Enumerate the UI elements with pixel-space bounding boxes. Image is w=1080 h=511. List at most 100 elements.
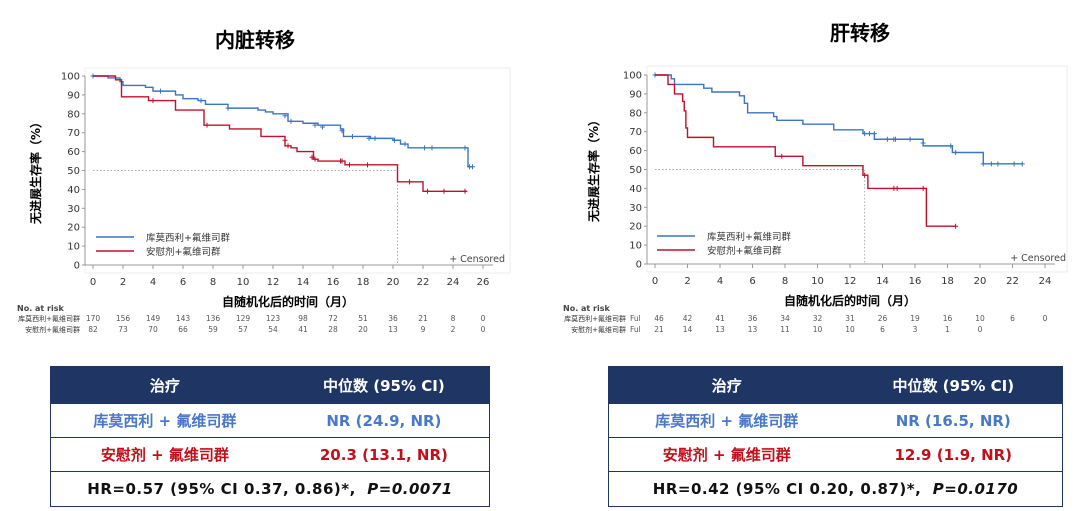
median-placebo: 12.9 (1.9, NR) <box>894 445 1013 464</box>
censor-mark <box>894 185 900 191</box>
x-axis-label: 自随机化后的时间（月） <box>784 293 916 308</box>
x-tick-label: 6 <box>749 276 755 287</box>
at-risk-count: 3 <box>913 325 918 334</box>
at-risk-count: 10 <box>845 325 855 334</box>
censor-mark <box>871 131 877 137</box>
at-risk-header: No. at risk <box>17 304 64 313</box>
median-reference-line <box>93 170 398 265</box>
at-risk-count: 170 <box>86 314 101 323</box>
summary-table-visceral: 治疗 中位数 (95% CI) 库莫西利 + 氟维司群 NR (24.9, NR) … <box>50 366 490 507</box>
header-treatment: 治疗 <box>711 376 742 395</box>
censor-mark <box>402 141 408 147</box>
censor-mark <box>339 128 345 134</box>
censor-mark <box>422 145 427 151</box>
km-curve-cdk <box>655 74 1023 165</box>
x-tick-label: 22 <box>1006 276 1019 287</box>
at-risk-count: 8 <box>451 314 456 323</box>
censor-mark <box>339 158 345 164</box>
at-risk-count: 9 <box>421 325 426 334</box>
y-tick-label: 60 <box>67 147 80 158</box>
censor-mark <box>312 122 318 128</box>
x-tick-label: 4 <box>717 276 723 287</box>
censor-mark <box>288 118 294 124</box>
y-tick-label: 0 <box>636 260 642 271</box>
censor-mark <box>407 179 412 185</box>
x-tick-label: 20 <box>387 277 400 288</box>
chart-title: 内脏转移 <box>215 28 295 52</box>
hazard-ratio: HR=0.42 (95% CI 0.20, 0.87)*, <box>652 480 922 498</box>
x-tick-label: 18 <box>357 277 370 288</box>
y-tick-label: 70 <box>629 127 642 138</box>
censor-mark <box>366 135 372 141</box>
censor-mark <box>425 188 430 194</box>
censor-mark <box>953 223 959 229</box>
treatment-cdk: 库莫西利 + 氟维司群 <box>93 412 237 430</box>
km-curve-placebo <box>93 75 467 192</box>
censor-mark <box>893 136 898 142</box>
x-tick-label: 6 <box>180 277 186 288</box>
y-tick-label: 50 <box>67 166 80 177</box>
header-median: 中位数 (95% CI) <box>892 376 1015 395</box>
at-risk-count: 143 <box>176 314 191 323</box>
y-tick-label: 70 <box>67 128 80 139</box>
at-risk-count: 129 <box>236 314 251 323</box>
at-risk-count: 13 <box>715 325 725 334</box>
risk-row-prefix: Ful <box>630 325 641 334</box>
at-risk-count: 10 <box>975 314 985 323</box>
censor-mark <box>779 153 785 159</box>
censor-mark <box>980 161 986 167</box>
censor-mark <box>282 113 288 119</box>
censor-mark <box>282 137 288 143</box>
censor-mark <box>158 88 163 94</box>
legend-label: 安慰剂+氟维司群 <box>146 246 221 258</box>
censor-mark <box>988 161 994 167</box>
median-placebo: 20.3 (13.1, NR) <box>319 445 448 464</box>
censor-mark <box>948 143 954 149</box>
x-axis-label: 自随机化后的时间（月） <box>222 294 354 309</box>
median-cdk: NR (24.9, NR) <box>326 411 442 430</box>
x-tick-label: 10 <box>811 276 824 287</box>
censor-mark <box>312 156 318 162</box>
censor-mark <box>995 161 1001 167</box>
at-risk-count: 59 <box>208 325 218 334</box>
x-tick-label: 16 <box>909 276 922 287</box>
at-risk-count: 36 <box>748 314 758 323</box>
at-risk-count: 6 <box>1010 314 1015 323</box>
censor-mark <box>441 188 447 194</box>
censor-mark <box>204 122 210 128</box>
at-risk-count: 0 <box>481 325 486 334</box>
summary-table-liver: 治疗 中位数 (95% CI) 库莫西利 + 氟维司群 NR (16.5, NR) … <box>608 366 1063 507</box>
at-risk-count: 66 <box>178 325 188 334</box>
at-risk-count: 136 <box>206 314 221 323</box>
at-risk-count: 31 <box>845 314 855 323</box>
at-risk-count: 123 <box>266 314 281 323</box>
at-risk-count: 0 <box>481 314 486 323</box>
y-tick-label: 90 <box>629 89 642 100</box>
x-tick-label: 14 <box>297 277 310 288</box>
median-cdk: NR (16.5, NR) <box>895 411 1011 430</box>
km-curve-placebo <box>655 74 956 227</box>
x-tick-label: 20 <box>974 276 987 287</box>
x-tick-label: 22 <box>417 277 430 288</box>
censor-mark <box>429 145 435 151</box>
censor-mark <box>462 188 468 194</box>
censor-mark <box>392 137 397 143</box>
at-risk-count: 73 <box>118 325 128 334</box>
at-risk-count: 6 <box>880 325 885 334</box>
at-risk-count: 10 <box>813 325 823 334</box>
at-risk-count: 2 <box>451 325 456 334</box>
at-risk-count: 20 <box>358 325 368 334</box>
x-tick-label: 2 <box>684 276 690 287</box>
x-tick-label: 8 <box>782 276 788 287</box>
censor-mark <box>365 162 370 168</box>
x-tick-label: 14 <box>876 276 889 287</box>
censor-mark <box>350 133 355 139</box>
risk-row-label: 库莫西利+氟维司群 <box>564 314 626 323</box>
censored-legend: + Censored <box>1010 253 1066 264</box>
y-tick-label: 40 <box>629 184 642 195</box>
censor-mark <box>309 154 315 160</box>
x-tick-label: 18 <box>941 276 954 287</box>
at-risk-count: 21 <box>418 314 428 323</box>
censor-mark <box>1019 161 1025 167</box>
at-risk-count: 42 <box>683 314 693 323</box>
